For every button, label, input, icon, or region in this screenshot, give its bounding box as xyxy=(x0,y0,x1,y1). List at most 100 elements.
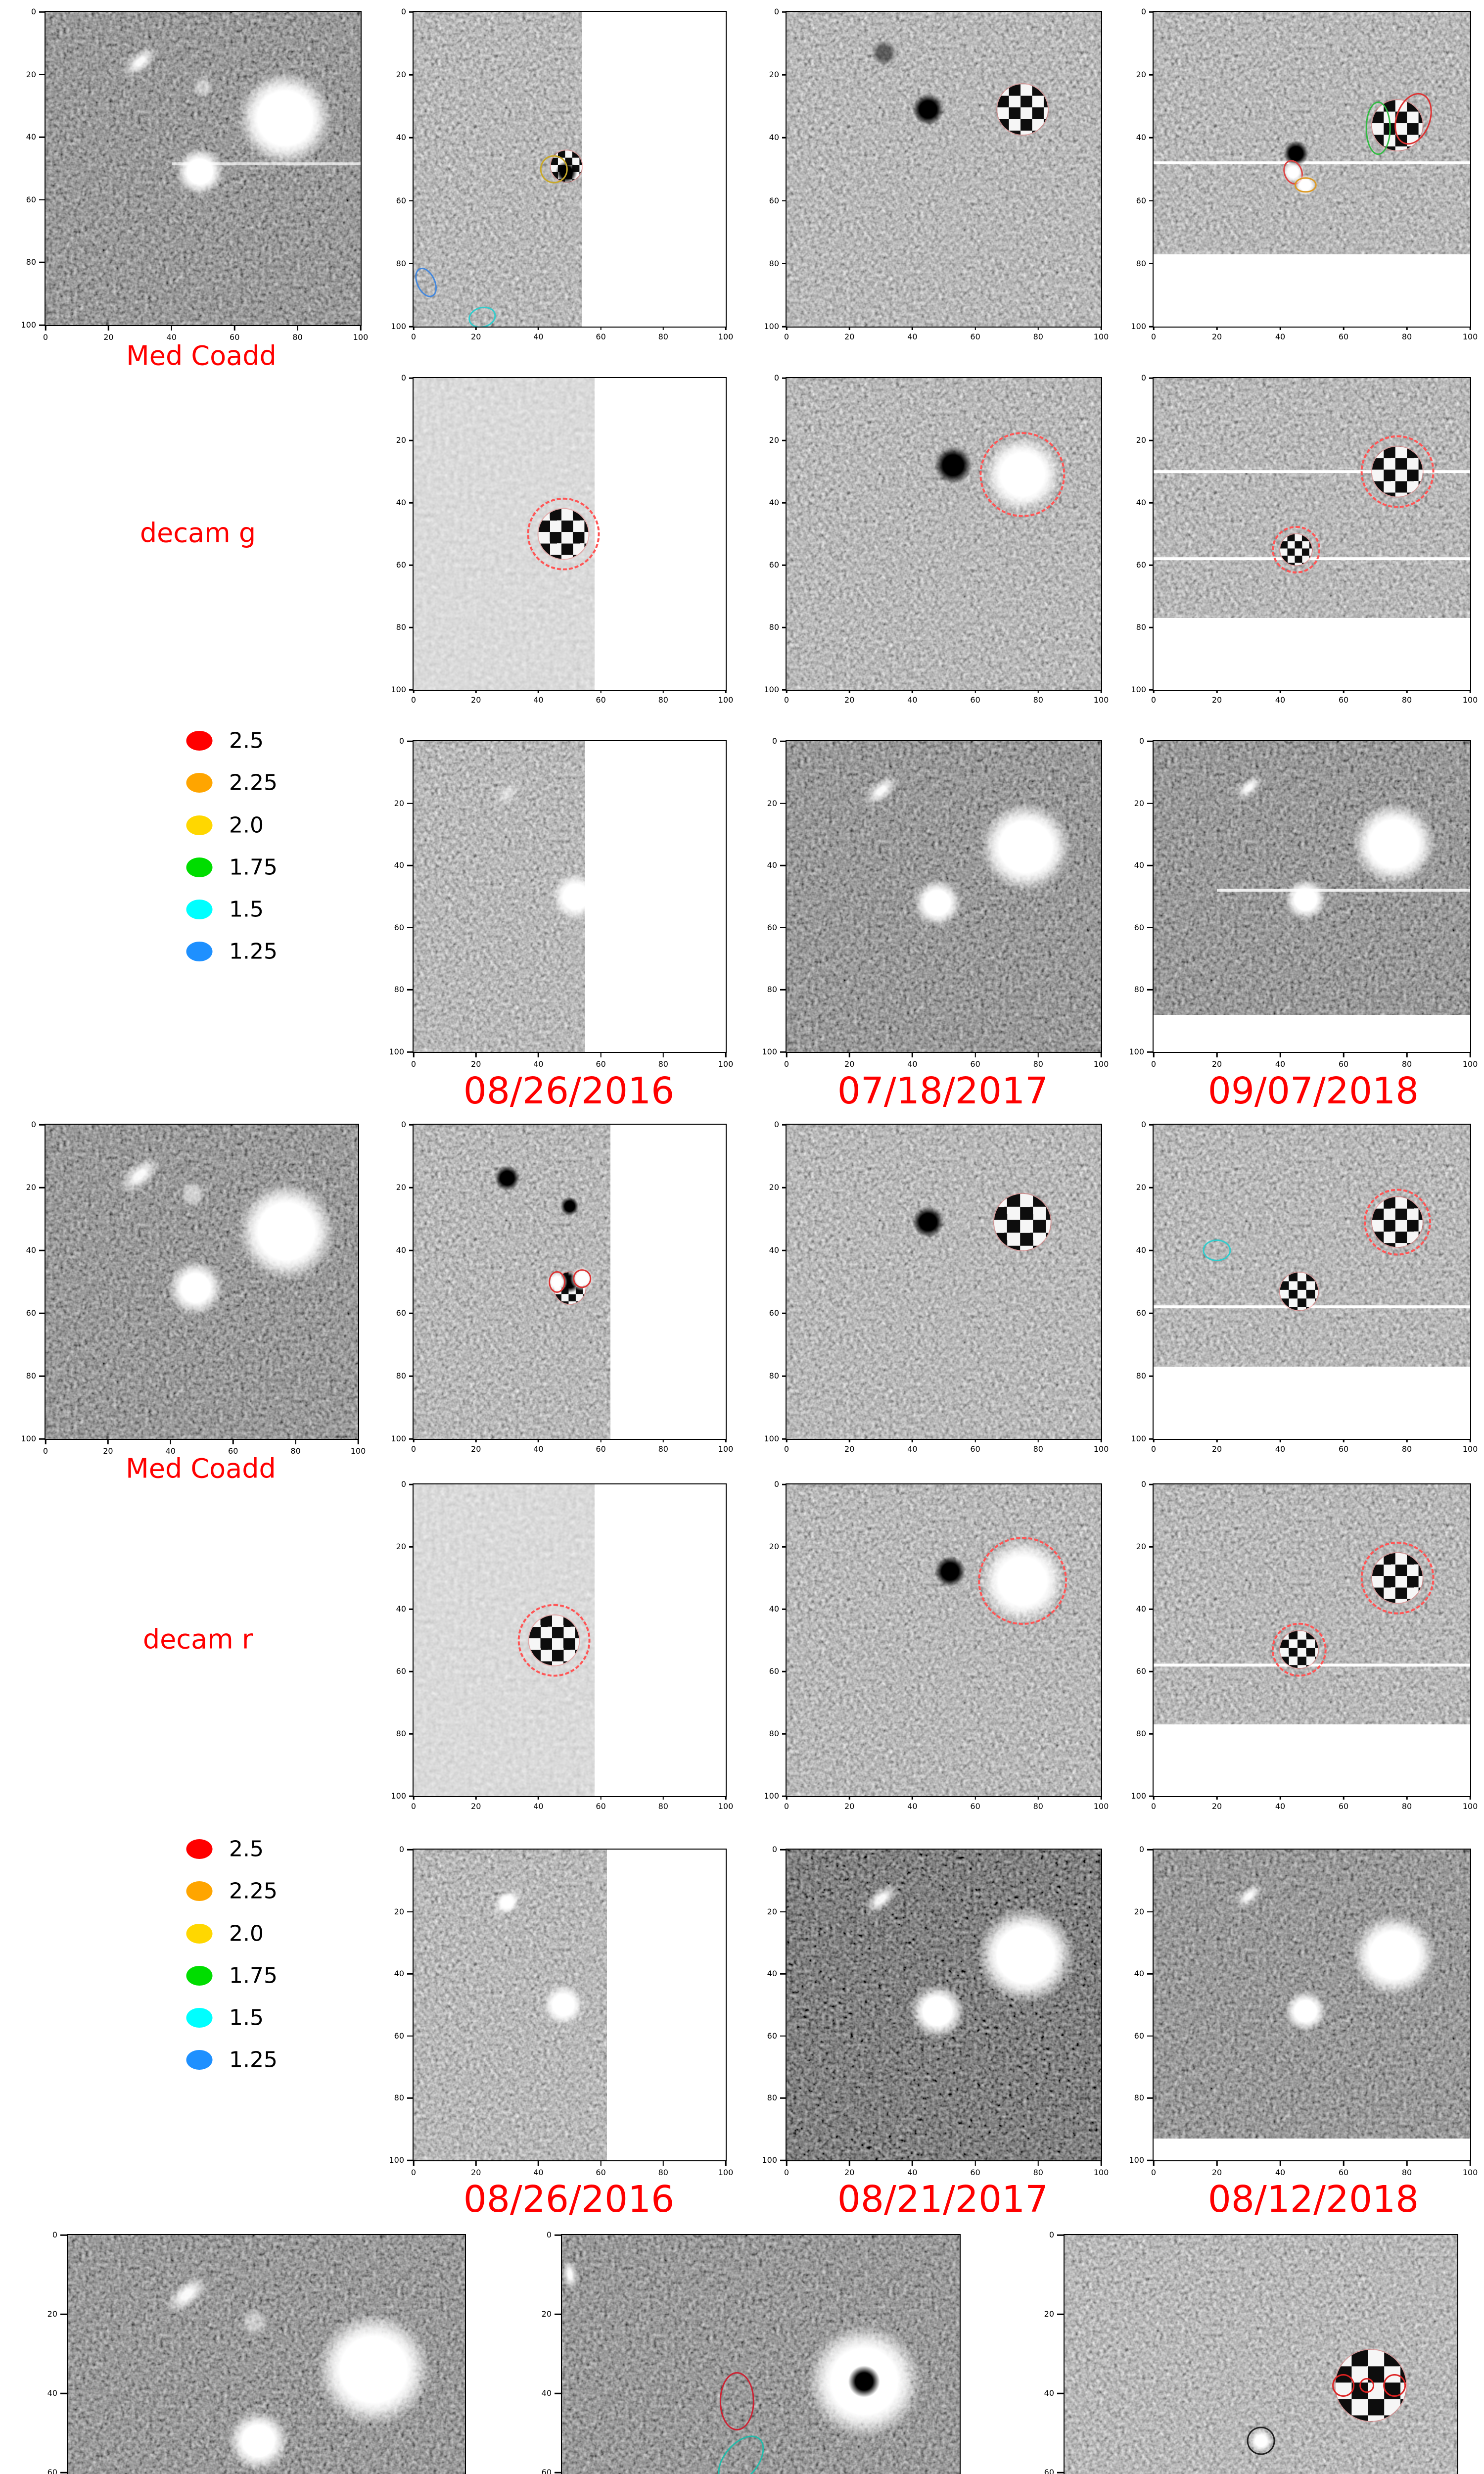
x-tick-label: 0 xyxy=(1151,1059,1157,1069)
y-tick-mark xyxy=(407,2097,413,2099)
y-tick-label: 20 xyxy=(396,435,406,445)
x-tick-mark xyxy=(1216,327,1218,330)
feature-blob xyxy=(543,1984,584,2026)
panel-image xyxy=(787,12,1101,327)
feature-dark xyxy=(934,1556,966,1587)
x-tick-label: 100 xyxy=(1462,332,1478,341)
x-tick-mark xyxy=(171,325,173,331)
legend-value: 1.25 xyxy=(229,939,278,964)
x-tick-label: 40 xyxy=(907,1444,918,1454)
x-tick-mark xyxy=(600,2160,602,2166)
x-tick-mark xyxy=(1279,1052,1281,1057)
x-tick-label: 80 xyxy=(658,332,668,341)
x-tick-mark xyxy=(1153,1439,1155,1442)
y-tick-mark xyxy=(409,1187,413,1189)
y-tick-mark xyxy=(39,11,45,13)
feature-ring xyxy=(979,432,1066,518)
x-tick-label: 100 xyxy=(718,1802,734,1811)
x-tick-mark xyxy=(413,1052,415,1057)
panel-image xyxy=(787,1484,1101,1796)
panel-g-diffA-epoch1: 0 0 20 20 40 40 60 60 80 80 100 100 xyxy=(391,8,733,341)
y-tick-label: 40 xyxy=(767,860,777,870)
y-tick-label: 40 xyxy=(767,1969,777,1979)
y-tick-label: 40 xyxy=(396,1245,406,1255)
x-tick-label: 40 xyxy=(533,332,544,341)
x-tick-label: 100 xyxy=(353,333,369,342)
x-tick-mark xyxy=(1100,690,1102,693)
y-tick-mark xyxy=(780,989,786,991)
y-tick-mark xyxy=(409,1608,413,1610)
med-coadd-label-r: Med Coadd xyxy=(126,1453,276,1484)
y-tick-label: 100 xyxy=(1131,1434,1146,1443)
legend-value: 2.0 xyxy=(229,812,264,838)
y-tick-label: 0 xyxy=(1139,1845,1144,1854)
x-tick-mark xyxy=(360,325,362,331)
legend-value: 2.25 xyxy=(229,1878,278,1904)
x-tick-label: 100 xyxy=(1462,1059,1478,1069)
y-tick-label: 100 xyxy=(1131,1791,1146,1801)
y-tick-mark xyxy=(1149,200,1153,201)
feature-band xyxy=(1154,2139,1470,2160)
x-tick-mark xyxy=(912,327,913,330)
x-tick-mark xyxy=(538,2160,539,2166)
x-tick-mark xyxy=(725,2160,727,2166)
x-tick-label: 40 xyxy=(533,1444,544,1454)
x-tick-label: 60 xyxy=(1338,1802,1349,1811)
x-tick-label: 80 xyxy=(1401,2168,1412,2177)
y-tick-label: 100 xyxy=(764,1791,779,1801)
x-tick-mark xyxy=(1343,1796,1345,1800)
x-tick-label: 60 xyxy=(1338,2168,1349,2177)
x-tick-mark xyxy=(475,1052,477,1057)
x-tick-label: 20 xyxy=(471,1444,481,1454)
x-tick-mark xyxy=(413,1796,415,1800)
y-tick-mark xyxy=(1147,1911,1153,1912)
y-tick-mark xyxy=(1147,864,1153,866)
y-tick-mark xyxy=(782,1733,786,1735)
x-tick-mark xyxy=(848,1052,850,1057)
x-tick-label: 80 xyxy=(292,333,303,342)
legend-dot-2.25 xyxy=(186,773,213,793)
y-tick-label: 40 xyxy=(1134,1969,1144,1979)
legend-value: 1.5 xyxy=(229,897,264,922)
y-tick-label: 100 xyxy=(1131,322,1146,331)
feature-ring xyxy=(1383,2374,1406,2397)
feature-ring xyxy=(540,155,568,184)
x-tick-mark xyxy=(662,2160,664,2166)
y-tick-label: 60 xyxy=(1044,2468,1054,2474)
x-tick-mark xyxy=(974,1052,976,1057)
x-tick-mark xyxy=(1037,690,1039,693)
y-tick-mark xyxy=(1057,2313,1064,2315)
panel-r-epoch2: 0 0 20 20 40 40 60 60 80 80 100 100 xyxy=(762,1846,1109,2177)
x-tick-mark xyxy=(107,1439,109,1444)
x-tick-mark xyxy=(1216,1796,1218,1800)
feature-ring xyxy=(978,1537,1067,1625)
y-tick-label: 80 xyxy=(767,985,777,995)
y-tick-label: 100 xyxy=(1129,1047,1144,1056)
x-tick-mark xyxy=(1037,1439,1039,1442)
x-tick-mark xyxy=(725,327,727,330)
x-tick-mark xyxy=(475,2160,477,2166)
x-tick-label: 0 xyxy=(784,1059,789,1069)
x-tick-label: 40 xyxy=(1275,2168,1286,2177)
y-tick-label: 0 xyxy=(774,373,779,382)
x-tick-label: 0 xyxy=(1151,332,1157,341)
y-tick-label: 100 xyxy=(764,685,779,694)
feature-blob xyxy=(168,1260,223,1316)
y-tick-mark xyxy=(780,2159,786,2161)
y-tick-label: 60 xyxy=(394,2031,404,2041)
y-tick-mark xyxy=(782,1312,786,1314)
panel-image xyxy=(414,12,726,327)
y-tick-mark xyxy=(407,2159,413,2161)
panel-image xyxy=(414,1125,726,1439)
y-tick-mark xyxy=(782,1375,786,1377)
x-tick-label: 40 xyxy=(907,1059,918,1069)
panel-g-epoch3: 0 0 20 20 40 40 60 60 80 80 100 100 xyxy=(1129,737,1478,1068)
y-tick-mark xyxy=(39,1312,45,1314)
x-tick-label: 40 xyxy=(1275,332,1286,341)
y-tick-label: 40 xyxy=(396,1604,406,1614)
y-tick-mark xyxy=(409,1312,413,1314)
x-tick-label: 100 xyxy=(718,1444,734,1454)
panel-r-diffB-epoch3: 0 0 20 20 40 40 60 60 80 80 100 100 xyxy=(1131,1480,1478,1810)
feature-blob xyxy=(913,879,962,927)
y-tick-mark xyxy=(60,2313,67,2315)
